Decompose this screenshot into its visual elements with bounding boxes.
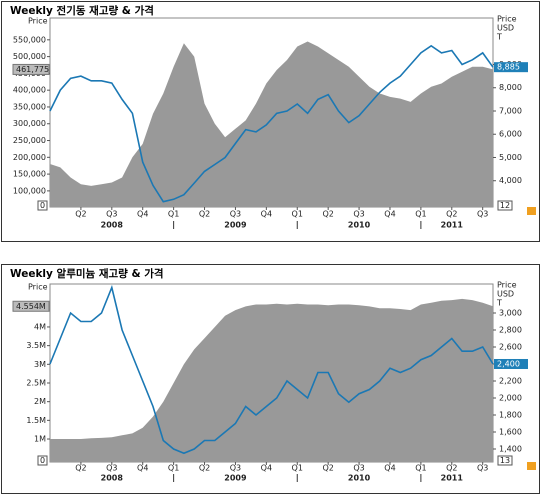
x-tick-label: Q2	[322, 210, 333, 219]
y2-axis-label: Price	[497, 281, 517, 290]
last-value-label: 461,775	[16, 65, 49, 74]
year-label: 2008	[101, 474, 124, 483]
y-axis-label: Price	[28, 283, 48, 292]
y2-tick-label: 2,000	[499, 393, 522, 402]
y2-axis-label: USD	[497, 290, 514, 299]
y-tick-label: 150,000	[13, 170, 46, 179]
corner-label: 0	[40, 201, 45, 210]
x-tick-label: Q4	[384, 210, 395, 219]
y-tick-label: 250,000	[13, 136, 46, 145]
x-tick-label: Q3	[477, 464, 488, 473]
y2-tick-label: 3,000	[499, 308, 522, 317]
last-value-box	[494, 358, 528, 369]
corner-box	[497, 200, 513, 211]
x-tick-label: Q4	[137, 210, 148, 219]
x-tick-label: Q3	[353, 210, 364, 219]
y-tick-label: 550,000	[13, 35, 46, 44]
x-tick-label: Q1	[415, 210, 426, 219]
y-tick-label: 350,000	[13, 102, 46, 111]
y2-tick-label: 2,800	[499, 325, 522, 334]
x-tick-label: Q3	[106, 464, 117, 473]
corner-label: 0	[40, 456, 45, 465]
y-axis-label: Price	[28, 17, 48, 26]
x-tick-label: Q3	[230, 210, 241, 219]
price-line	[49, 44, 494, 203]
last-value-label: 2,400	[497, 359, 520, 368]
y2-axis-label: USD	[497, 24, 514, 33]
chart-title: Weekly 전기동 재고량 & 가격	[10, 4, 154, 17]
x-tick-label: Q1	[168, 210, 179, 219]
chart-title: Weekly 알루미늄 재고량 & 가격	[10, 267, 164, 280]
year-label: 2011	[441, 474, 464, 483]
year-label: 2009	[224, 474, 247, 483]
y-tick-label: 200,000	[13, 153, 46, 162]
y2-tick-label: 2,200	[499, 376, 522, 385]
x-tick-label: Q4	[137, 464, 148, 473]
x-tick-label: Q2	[75, 210, 86, 219]
inventory-area	[50, 41, 493, 207]
year-label: 2010	[348, 221, 371, 230]
y2-tick-label: 1,400	[499, 444, 522, 453]
price-line	[49, 284, 494, 455]
last-value-box	[12, 63, 50, 75]
y-tick-label: 2M	[34, 397, 46, 406]
scroll-icon	[527, 207, 536, 215]
last-value-label: 4.554M	[16, 302, 46, 311]
year-label: 2009	[224, 221, 247, 230]
y2-tick-label: 6,000	[499, 130, 522, 139]
y-tick-label: 3M	[34, 360, 46, 369]
last-value-label: 8,885	[497, 63, 520, 72]
y2-tick-label: 1,800	[499, 410, 522, 419]
x-tick-label: Q3	[106, 210, 117, 219]
y-tick-label: 3.5M	[26, 341, 46, 350]
y2-tick-label: 7,000	[499, 106, 522, 115]
x-tick-label: Q1	[415, 464, 426, 473]
x-tick-label: Q2	[322, 464, 333, 473]
corner-box	[37, 200, 48, 211]
last-value-box	[12, 300, 50, 312]
corner-label: 13	[500, 456, 510, 465]
y2-tick-label: 8,000	[499, 83, 522, 92]
y2-tick-label: 1,600	[499, 427, 522, 436]
y2-tick-label: 2,600	[499, 342, 522, 351]
year-label: 2011	[441, 221, 464, 230]
x-tick-label: Q2	[446, 210, 457, 219]
x-tick-label: Q4	[384, 464, 395, 473]
x-tick-label: Q1	[168, 464, 179, 473]
x-tick-label: Q4	[261, 210, 272, 219]
y2-tick-label: 4,000	[499, 176, 522, 185]
year-label: 2008	[101, 221, 124, 230]
y2-axis-label: Price	[497, 15, 517, 24]
year-label: 2010	[348, 474, 371, 483]
corner-box	[497, 455, 513, 466]
y-tick-label: 100,000	[13, 186, 46, 195]
y2-axis-label: T	[496, 33, 502, 42]
x-tick-label: Q4	[261, 464, 272, 473]
y-tick-label: 1.5M	[26, 416, 46, 425]
y-tick-label: 400,000	[13, 86, 46, 95]
inventory-area	[50, 298, 493, 462]
last-value-box	[494, 62, 528, 73]
x-tick-label: Q2	[446, 464, 457, 473]
x-tick-label: Q1	[292, 464, 303, 473]
y-tick-label: 2.5M	[26, 378, 46, 387]
x-tick-label: Q3	[477, 210, 488, 219]
x-tick-label: Q2	[199, 464, 210, 473]
corner-label: 12	[500, 201, 510, 210]
y-tick-label: 300,000	[13, 119, 46, 128]
x-tick-label: Q2	[75, 464, 86, 473]
y-tick-label: 500,000	[13, 52, 46, 61]
y-tick-label: 1M	[34, 435, 46, 444]
x-tick-label: Q3	[230, 464, 241, 473]
scroll-icon	[527, 462, 536, 470]
y2-tick-label: 5,000	[499, 153, 522, 162]
y-tick-label: 4M	[34, 322, 46, 331]
corner-box	[37, 455, 48, 466]
y2-axis-label: T	[496, 299, 502, 308]
x-tick-label: Q1	[292, 210, 303, 219]
x-tick-label: Q3	[353, 464, 364, 473]
x-tick-label: Q2	[199, 210, 210, 219]
